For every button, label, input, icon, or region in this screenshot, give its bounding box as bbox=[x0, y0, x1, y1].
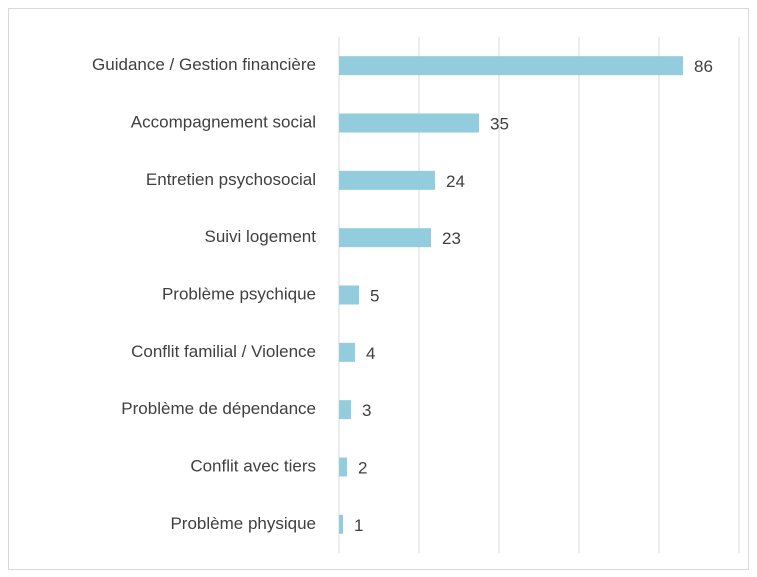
y-tick-label: Suivi logement bbox=[204, 227, 316, 246]
y-tick-label: Problème physique bbox=[170, 514, 316, 533]
bar bbox=[339, 342, 355, 362]
data-label: 86 bbox=[694, 57, 713, 76]
bar bbox=[339, 400, 351, 420]
data-label: 24 bbox=[446, 172, 465, 191]
y-tick-label: Problème psychique bbox=[162, 284, 316, 303]
bar bbox=[339, 457, 347, 477]
data-label: 1 bbox=[354, 516, 363, 535]
bar bbox=[339, 514, 343, 534]
y-tick-label: Problème de dépendance bbox=[121, 399, 316, 418]
data-label: 5 bbox=[370, 286, 379, 305]
bar bbox=[339, 113, 479, 133]
data-label: 2 bbox=[358, 458, 367, 477]
y-tick-label: Accompagnement social bbox=[131, 112, 316, 131]
data-label: 23 bbox=[442, 229, 461, 248]
bar bbox=[339, 56, 683, 76]
bar bbox=[339, 228, 431, 248]
y-tick-label: Conflit avec tiers bbox=[190, 456, 316, 475]
bar bbox=[339, 285, 359, 305]
y-tick-label: Conflit familial / Violence bbox=[131, 342, 316, 361]
data-label: 4 bbox=[366, 344, 375, 363]
bar bbox=[339, 170, 435, 190]
y-tick-label: Guidance / Gestion financière bbox=[92, 55, 316, 74]
chart-frame bbox=[8, 8, 749, 570]
data-label: 3 bbox=[362, 401, 371, 420]
y-tick-label: Entretien psychosocial bbox=[146, 170, 316, 189]
data-label: 35 bbox=[490, 114, 509, 133]
